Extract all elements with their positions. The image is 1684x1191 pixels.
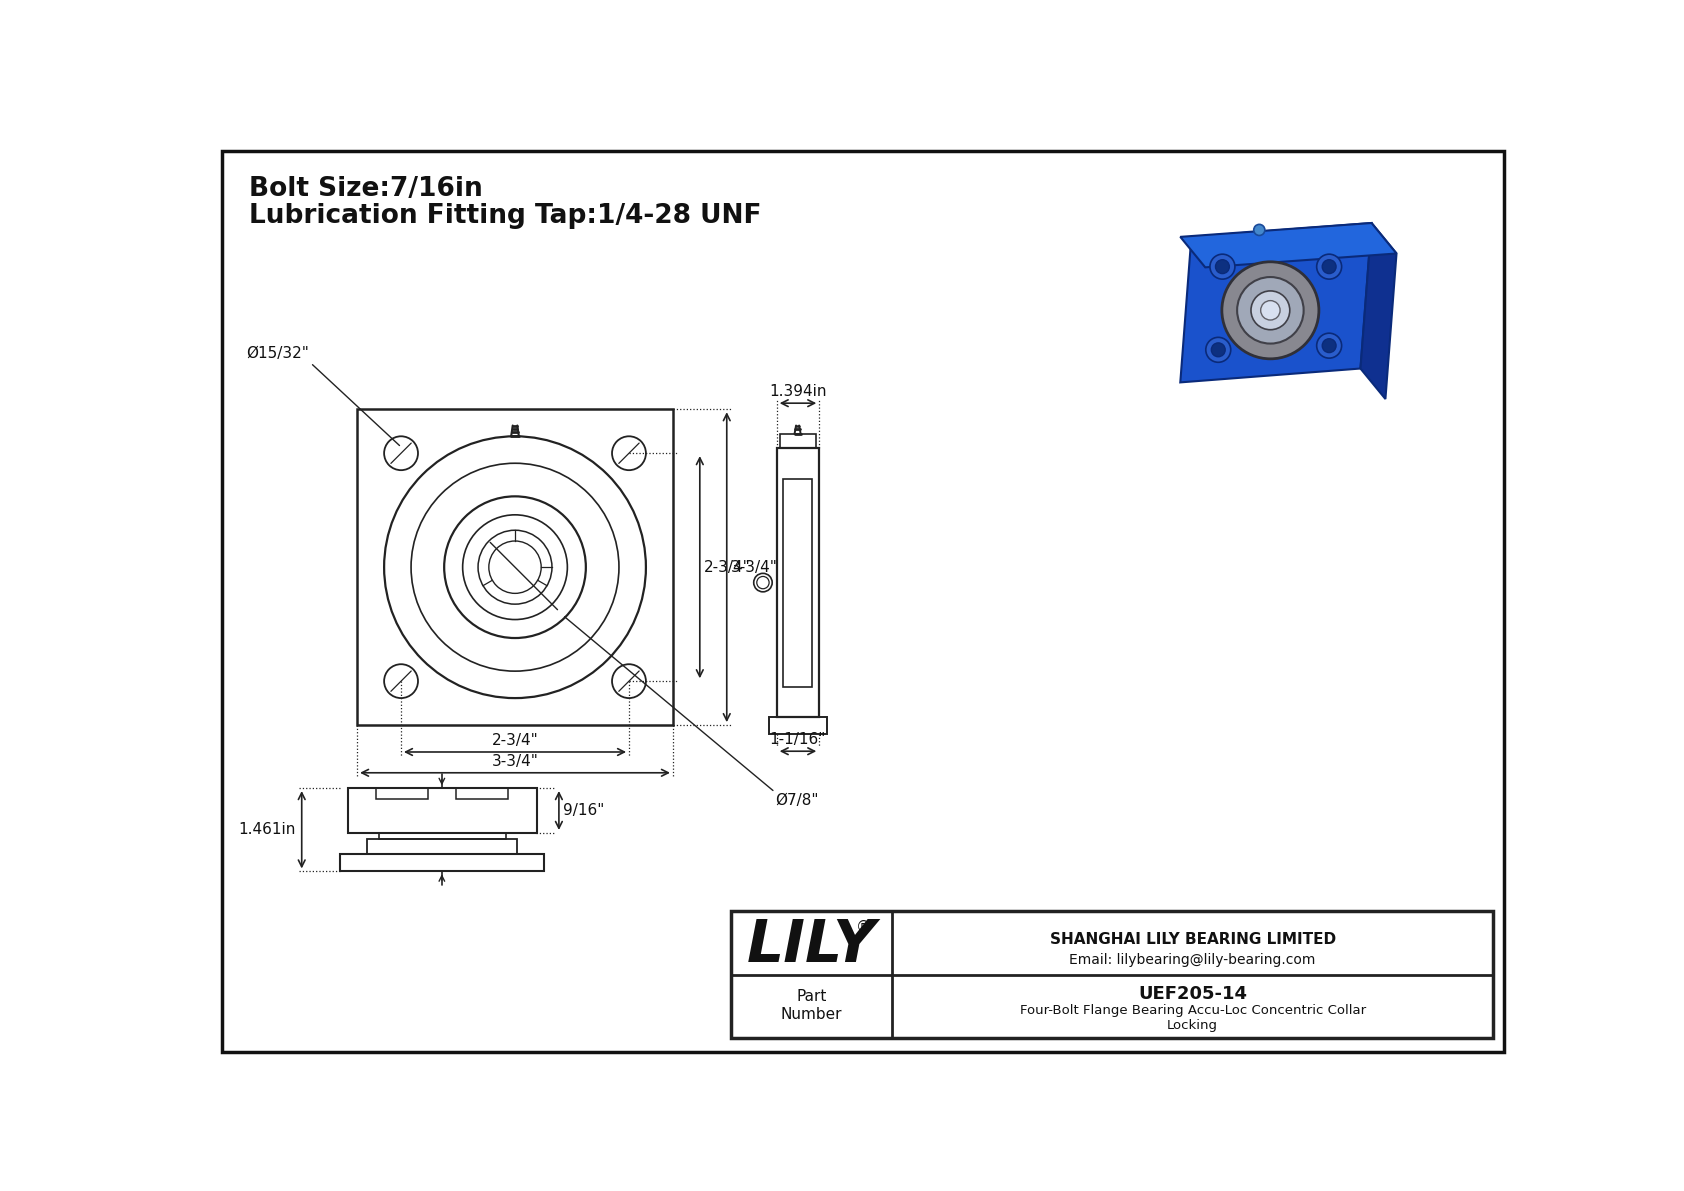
Text: 1-1/16": 1-1/16" — [770, 731, 827, 747]
Circle shape — [1206, 337, 1231, 362]
Bar — [456, 788, 509, 799]
Bar — [367, 838, 517, 854]
Polygon shape — [1180, 223, 1371, 382]
Text: Four-Bolt Flange Bearing Accu-Loc Concentric Collar
Locking: Four-Bolt Flange Bearing Accu-Loc Concen… — [1019, 1004, 1366, 1033]
Text: Bolt Size:7/16in: Bolt Size:7/16in — [249, 176, 483, 202]
Circle shape — [1317, 254, 1342, 279]
Text: 1.394in: 1.394in — [770, 384, 827, 399]
Circle shape — [1322, 338, 1335, 353]
Circle shape — [1216, 260, 1229, 274]
Text: 2-3/4": 2-3/4" — [492, 734, 539, 748]
Circle shape — [1211, 343, 1226, 357]
Text: 1.461in: 1.461in — [237, 822, 296, 837]
Bar — [349, 788, 537, 833]
Text: 3-3/4": 3-3/4" — [731, 560, 778, 575]
Text: UEF205-14: UEF205-14 — [1138, 985, 1248, 1003]
Circle shape — [1223, 262, 1319, 358]
Bar — [379, 833, 505, 838]
Circle shape — [1317, 333, 1342, 358]
Bar — [376, 788, 428, 799]
Bar — [780, 434, 817, 448]
Text: Part
Number: Part Number — [781, 990, 842, 1022]
Bar — [357, 410, 674, 725]
Text: SHANGHAI LILY BEARING LIMITED: SHANGHAI LILY BEARING LIMITED — [1049, 931, 1335, 947]
Text: LILY: LILY — [746, 917, 876, 974]
Polygon shape — [1361, 223, 1396, 399]
Bar — [783, 479, 812, 686]
Bar — [731, 911, 1494, 1039]
Text: 3-3/4": 3-3/4" — [492, 754, 539, 769]
Text: 2-3/4": 2-3/4" — [704, 560, 751, 575]
Circle shape — [1261, 300, 1280, 320]
Text: Email: lilybearing@lily-bearing.com: Email: lilybearing@lily-bearing.com — [1069, 953, 1315, 967]
Text: ®: ® — [855, 919, 871, 935]
Circle shape — [1251, 291, 1290, 330]
Text: Ø7/8": Ø7/8" — [775, 793, 818, 807]
Text: 9/16": 9/16" — [562, 803, 605, 818]
Text: Lubrication Fitting Tap:1/4-28 UNF: Lubrication Fitting Tap:1/4-28 UNF — [249, 202, 761, 229]
Circle shape — [1238, 278, 1303, 343]
Circle shape — [1209, 254, 1234, 279]
Bar — [340, 854, 544, 872]
Bar — [776, 448, 818, 717]
Text: Ø15/32": Ø15/32" — [246, 345, 308, 361]
Bar — [770, 717, 827, 735]
Circle shape — [1255, 224, 1265, 236]
Circle shape — [1322, 260, 1335, 274]
Polygon shape — [1180, 223, 1396, 267]
